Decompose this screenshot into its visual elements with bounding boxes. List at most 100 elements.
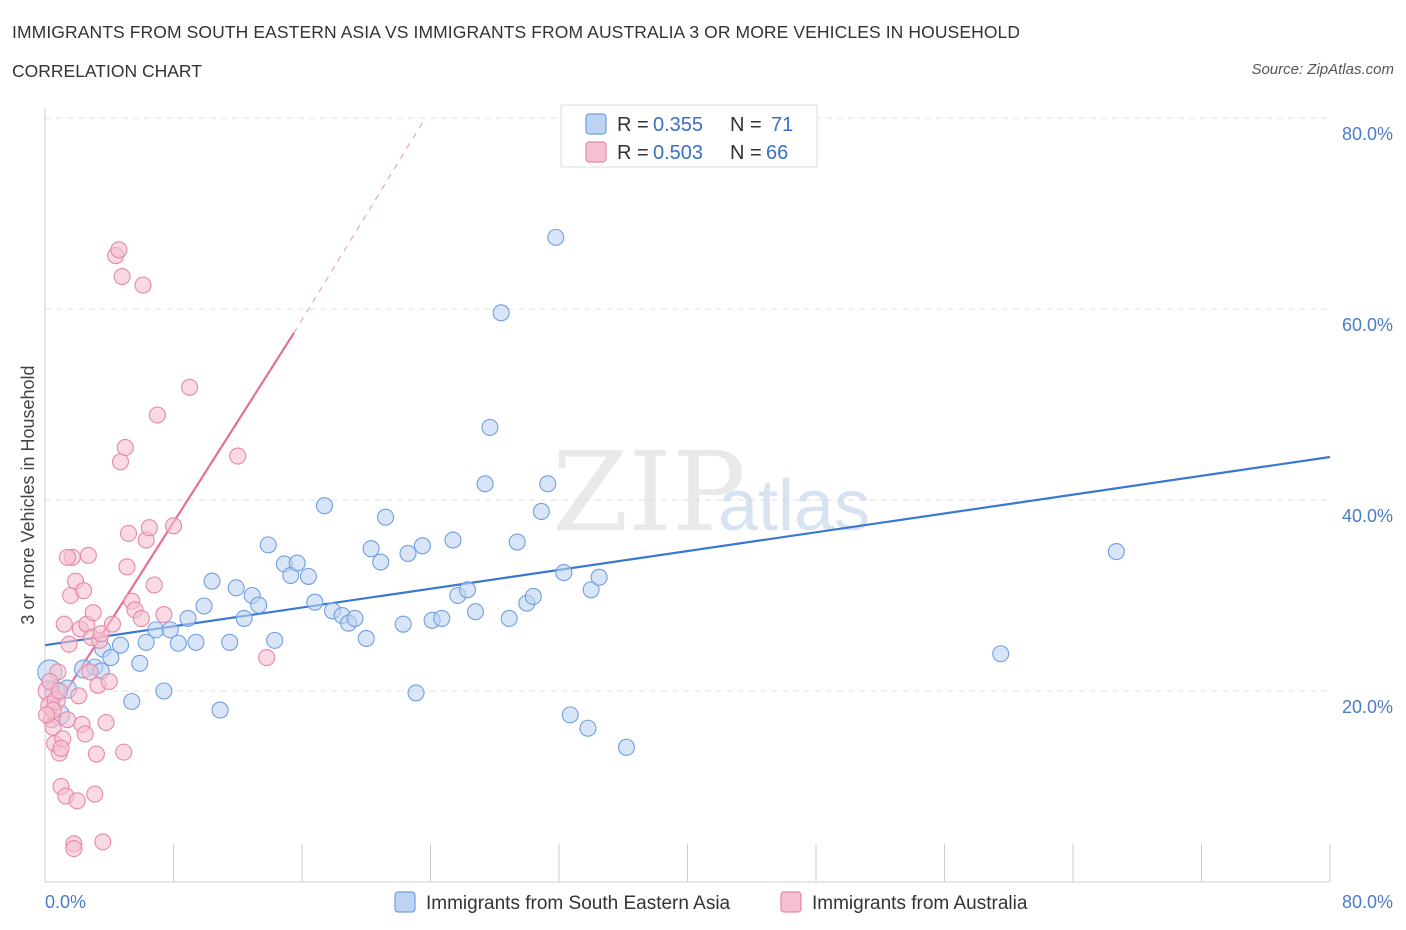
point-blue: [111, 636, 130, 654]
chart-title: IMMIGRANTS FROM SOUTH EASTERN ASIA VS IM…: [12, 22, 1021, 42]
point-pink: [81, 663, 99, 681]
point-blue: [617, 738, 636, 756]
point-pink: [38, 706, 56, 724]
point-blue: [195, 597, 213, 615]
point-blue: [547, 228, 565, 246]
point-blue: [203, 572, 221, 590]
y-tick-label: 20.0%: [1342, 697, 1393, 717]
watermark-atlas: atlas: [718, 466, 870, 546]
point-blue: [399, 544, 417, 563]
point-pink: [84, 604, 102, 622]
point-blue: [394, 615, 412, 633]
point-pink: [52, 739, 70, 757]
points: [37, 228, 1125, 858]
series-legend-swatch-pink: [780, 891, 802, 913]
legend-swatch-pink: [585, 141, 607, 163]
point-blue: [306, 593, 324, 611]
point-blue: [179, 609, 197, 627]
chart-source: Source: ZipAtlas.com: [1251, 61, 1394, 78]
point-pink: [132, 609, 150, 627]
axes: [44, 108, 1331, 883]
grid: [45, 117, 1330, 692]
point-blue: [376, 508, 395, 526]
point-pink: [113, 267, 131, 286]
point-blue: [466, 603, 485, 621]
point-pink: [155, 606, 173, 624]
legend-n-value-blue: 71: [771, 114, 793, 136]
point-pink: [58, 711, 77, 729]
point-pink: [70, 687, 88, 705]
point-blue: [362, 540, 380, 558]
point-pink: [68, 792, 86, 810]
point-blue: [433, 609, 451, 627]
point-blue: [266, 631, 284, 649]
point-blue: [590, 568, 608, 586]
point-pink: [97, 713, 115, 732]
point-blue: [299, 567, 317, 585]
tick-labels: 20.0% 40.0% 60.0% 80.0% 0.0% 80.0%: [45, 124, 1393, 912]
point-blue: [458, 581, 476, 599]
point-pink: [50, 682, 69, 700]
y-tick-label: 80.0%: [1342, 124, 1393, 144]
point-blue: [407, 684, 425, 702]
point-pink: [87, 745, 105, 763]
point-blue: [508, 533, 526, 551]
point-blue: [579, 719, 597, 737]
point-pink: [110, 241, 128, 259]
point-blue: [555, 564, 573, 582]
point-pink: [76, 725, 94, 743]
point-pink: [134, 276, 152, 294]
point-pink: [100, 672, 118, 691]
point-blue: [539, 475, 557, 493]
point-pink: [94, 833, 112, 851]
point-blue: [102, 649, 120, 667]
watermark-zip: ZIP: [552, 428, 746, 556]
point-blue: [137, 633, 155, 651]
point-blue: [211, 701, 229, 719]
legend-n-value-pink: 66: [766, 142, 788, 164]
y-axis-label: 3 or more Vehicles in Household: [18, 365, 38, 624]
legend-r-value-pink: 0.503: [653, 142, 703, 164]
point-blue: [161, 621, 179, 639]
series-legend-label-pink: Immigrants from Australia: [812, 893, 1028, 914]
x-tick-label: 0.0%: [45, 892, 86, 912]
point-blue: [221, 633, 239, 651]
legend-n-label-pink: N =: [730, 142, 762, 164]
point-blue: [444, 531, 462, 549]
point-pink: [181, 378, 199, 396]
point-pink: [140, 519, 158, 537]
point-pink: [79, 546, 97, 564]
watermark: ZIP atlas: [552, 428, 870, 556]
point-pink: [145, 576, 163, 594]
point-blue: [123, 692, 141, 711]
y-tick-label: 40.0%: [1342, 506, 1393, 526]
stats-legend: R = 0.355 N = 71 R = 0.503 N = 66: [560, 104, 818, 168]
point-blue: [357, 629, 375, 648]
point-pink: [92, 625, 110, 643]
point-blue: [561, 706, 579, 724]
point-blue: [131, 654, 149, 672]
point-pink: [258, 649, 276, 667]
trend-line-blue: [44, 455, 1331, 647]
legend-r-label-pink: R =: [617, 142, 649, 164]
point-blue: [476, 475, 494, 493]
point-blue: [524, 587, 542, 606]
point-blue: [372, 553, 390, 571]
point-blue: [346, 609, 364, 627]
point-blue: [169, 634, 187, 652]
point-blue: [532, 502, 550, 521]
series-legend: Immigrants from South Eastern Asia Immig…: [394, 891, 1028, 914]
point-blue: [413, 537, 432, 555]
legend-swatch-blue: [585, 113, 607, 135]
point-blue: [481, 418, 499, 436]
trend-lines: [44, 122, 1331, 726]
point-pink: [65, 840, 83, 858]
legend-n-label-blue: N =: [730, 114, 762, 136]
point-blue: [155, 682, 173, 700]
point-pink: [75, 582, 93, 600]
legend-r-value-blue: 0.355: [653, 114, 703, 136]
point-pink: [115, 743, 133, 761]
point-pink: [118, 558, 136, 576]
legend-r-label-blue: R =: [617, 114, 649, 136]
point-blue: [500, 609, 518, 627]
